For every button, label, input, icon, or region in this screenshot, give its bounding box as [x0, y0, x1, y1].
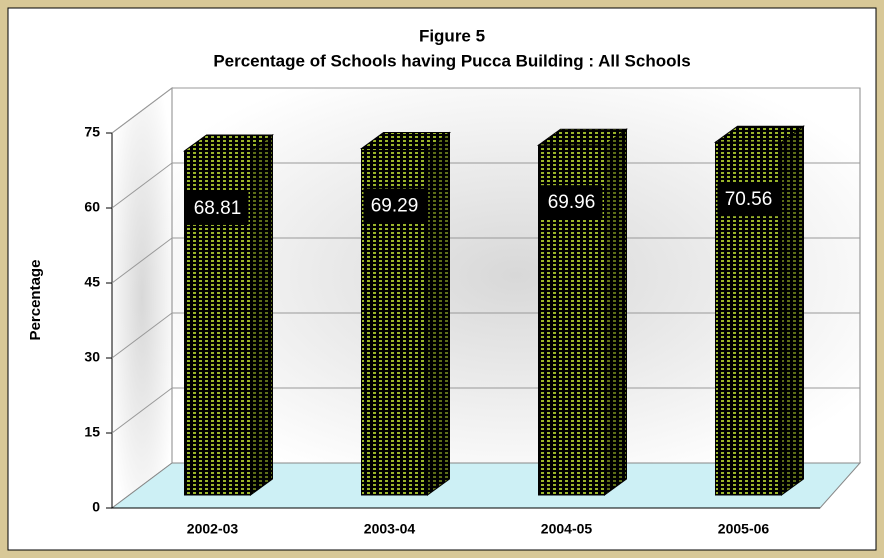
bar-side [781, 125, 804, 496]
x-tick-label: 2004-05 [541, 521, 593, 537]
chart-title: Figure 5 [419, 26, 485, 45]
y-tick-label: 30 [84, 349, 100, 365]
y-tick-label: 0 [92, 499, 100, 515]
grid-line [111, 87, 173, 134]
chart-subtitle: Percentage of Schools having Pucca Build… [213, 51, 690, 70]
data-label: 69.96 [548, 192, 596, 213]
x-tick-label: 2005-06 [718, 521, 770, 537]
bar-side [604, 128, 627, 496]
y-tick-label: 75 [84, 124, 100, 140]
data-label-box [540, 185, 603, 220]
data-label-box [186, 190, 249, 225]
x-tick-label: 2003-04 [364, 521, 416, 537]
grid-line [111, 312, 173, 359]
data-label-box [717, 182, 780, 217]
bar-side [250, 133, 273, 496]
side-wall [111, 87, 173, 509]
x-tick-label: 2002-03 [187, 521, 239, 537]
bar-side [427, 131, 450, 496]
data-label: 70.56 [725, 189, 773, 210]
grid-line [111, 162, 173, 209]
y-tick-label: 60 [84, 199, 100, 215]
y-tick-label: 45 [84, 274, 100, 290]
data-label: 69.29 [371, 196, 419, 217]
grid-line [111, 237, 173, 284]
y-tick-label: 15 [84, 424, 100, 440]
grid-line [111, 387, 173, 434]
data-label-box [363, 188, 426, 223]
y-axis-label: Percentage [27, 260, 44, 341]
data-label: 68.81 [194, 198, 242, 219]
